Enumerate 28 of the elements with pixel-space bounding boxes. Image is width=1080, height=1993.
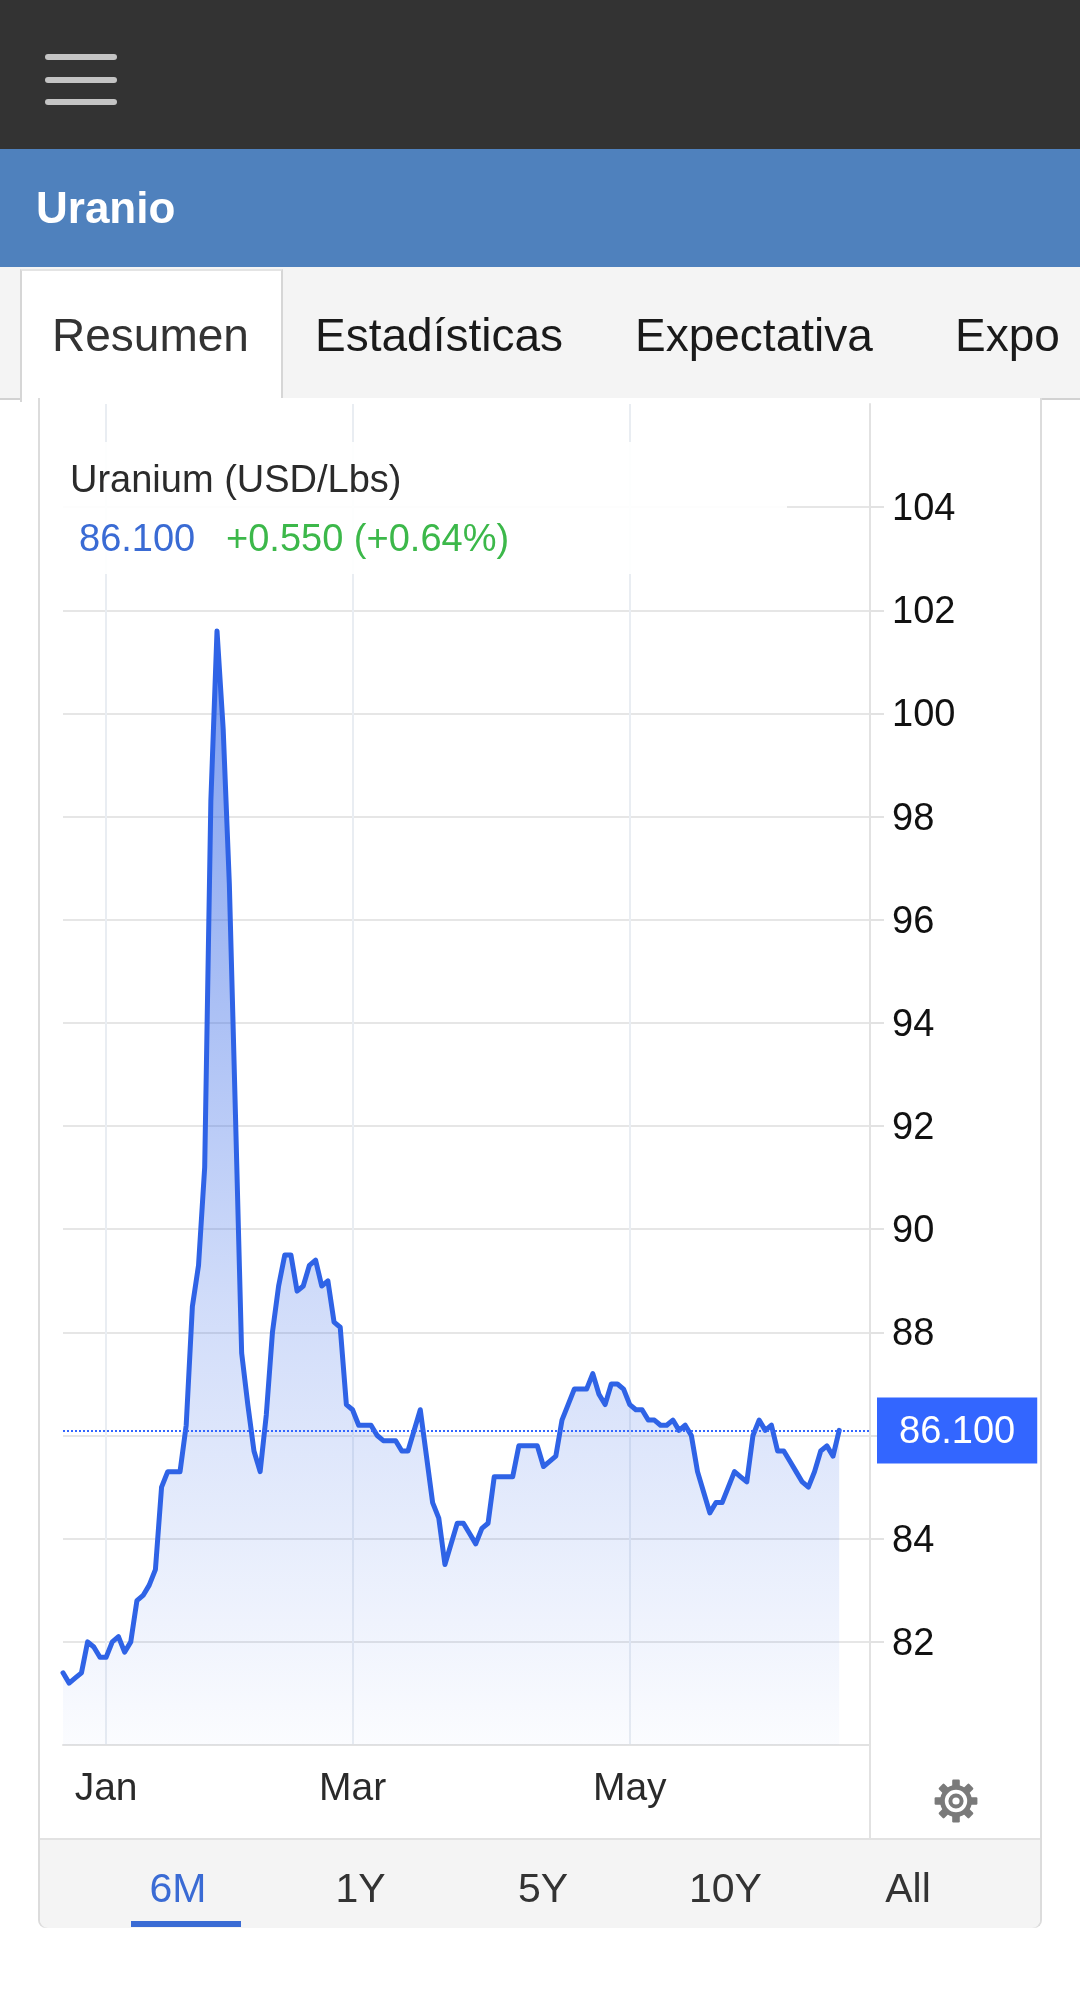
x-tick-label: Mar xyxy=(318,1765,387,1808)
y-tick-label: 82 xyxy=(892,1620,935,1663)
annotation: 86.100 xyxy=(79,516,196,560)
text: 5Y xyxy=(516,1864,570,1912)
x-tick-label: May xyxy=(592,1765,668,1808)
y-tick-label: 84 xyxy=(892,1517,935,1560)
y-tick-label: 94 xyxy=(892,1001,935,1044)
y-tick-label: 102 xyxy=(892,589,956,632)
text: Resumen xyxy=(52,308,249,362)
y-tick-label: 90 xyxy=(892,1208,935,1251)
text: 1Y xyxy=(334,1864,387,1912)
text: All xyxy=(884,1864,932,1912)
annotation: +0.550 (+0.64%) xyxy=(226,516,510,560)
y-tick-label: 96 xyxy=(892,898,935,941)
y-tick-label: 98 xyxy=(892,795,935,838)
text: Expo xyxy=(955,308,1060,362)
text: Expectativa xyxy=(635,308,873,362)
chart-title: Uranio xyxy=(36,182,176,234)
text: 6M xyxy=(148,1864,208,1912)
ref-line-label: 86.100 xyxy=(899,1409,1016,1452)
y-tick-label: 100 xyxy=(892,692,956,735)
x-tick-label: Jan xyxy=(74,1765,138,1808)
y-tick-label: 88 xyxy=(892,1311,935,1354)
text: 10Y xyxy=(688,1864,763,1912)
text: Estadísticas xyxy=(315,308,563,362)
y-tick-label: 104 xyxy=(892,486,956,529)
y-tick-label: 92 xyxy=(892,1105,935,1148)
text: Uranium (USD/Lbs) xyxy=(70,457,402,501)
